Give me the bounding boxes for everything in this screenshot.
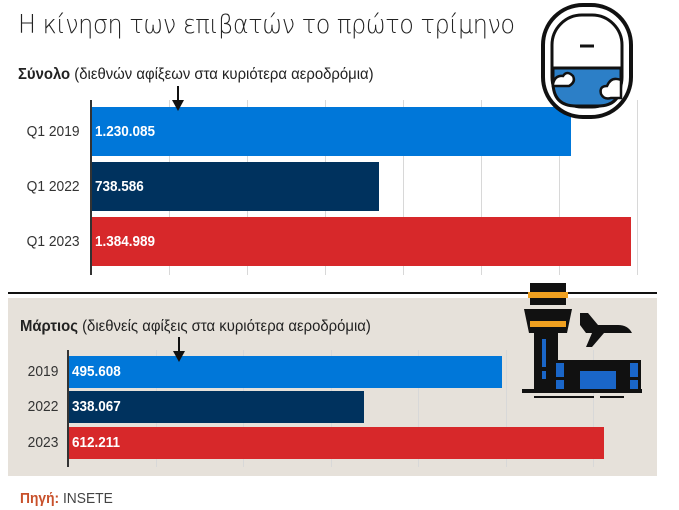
arrow-down-icon [173,337,185,362]
airport-control-tower-icon [522,283,642,398]
gridline [593,350,594,467]
category-label: Q1 2019 [27,122,80,140]
category-label: 2023 [27,434,58,451]
category-label: Q1 2022 [27,177,80,195]
gridline [505,350,507,467]
data-label: 495.608 [72,363,121,380]
bar-2019 [68,356,502,388]
chart-title: Η κίνηση των επιβατών το πρώτο τρίμηνο [18,10,515,40]
source-value: INSETE [62,490,113,507]
data-label: 338.067 [72,398,121,415]
chart2-plot: 495.608 2019 338.067 2022 612.211 2023 [27,350,604,467]
data-label: 1.230.085 [95,122,156,140]
chart2-subtitle-bold: Μάρτιος [20,318,78,335]
gridline [403,100,404,275]
chart2-subtitle-rest: (διεθνείς αφίξεις στα κυριότερα αεροδρόμ… [82,318,371,335]
data-label: 1.384.989 [95,232,156,250]
chart1-plot: 1.230.085 Q1 2019 738.586 Q1 2022 1.384.989 Q… [27,100,638,275]
y-axis-line [67,350,69,467]
chart2-subtitle: Μάρτιος (διεθνείς αφίξεις στα κυριότερα … [20,318,371,336]
y-axis-line [90,100,92,275]
bar-2023 [68,427,604,459]
arrow-down-icon [172,86,184,111]
category-label: 2022 [27,398,58,415]
category-label: Q1 2023 [27,232,80,250]
section-divider [8,292,657,294]
gridline [559,100,560,275]
chart1-subtitle-bold: Σύνολο [18,66,71,83]
source-label: Πηγή: [20,490,60,507]
category-label: 2019 [27,363,58,380]
gridline [637,100,638,275]
gridline [481,100,482,275]
bar-2022 [68,391,364,423]
source-note: Πηγή: INSETE [20,490,113,507]
bar-q1-2019 [91,107,571,156]
bar-q1-2023 [91,217,632,266]
chart1-subtitle-rest: (διεθνών αφίξεων στα κυριότερα αεροδρόμι… [74,66,374,83]
gridline [418,350,419,467]
data-label: 738.586 [95,177,144,195]
chart1-subtitle: Σύνολο (διεθνών αφίξεων στα κυριότερα αε… [18,66,374,84]
bar-q1-2022 [91,162,380,211]
airplane-window-icon [541,3,633,119]
data-label: 612.211 [72,434,121,451]
